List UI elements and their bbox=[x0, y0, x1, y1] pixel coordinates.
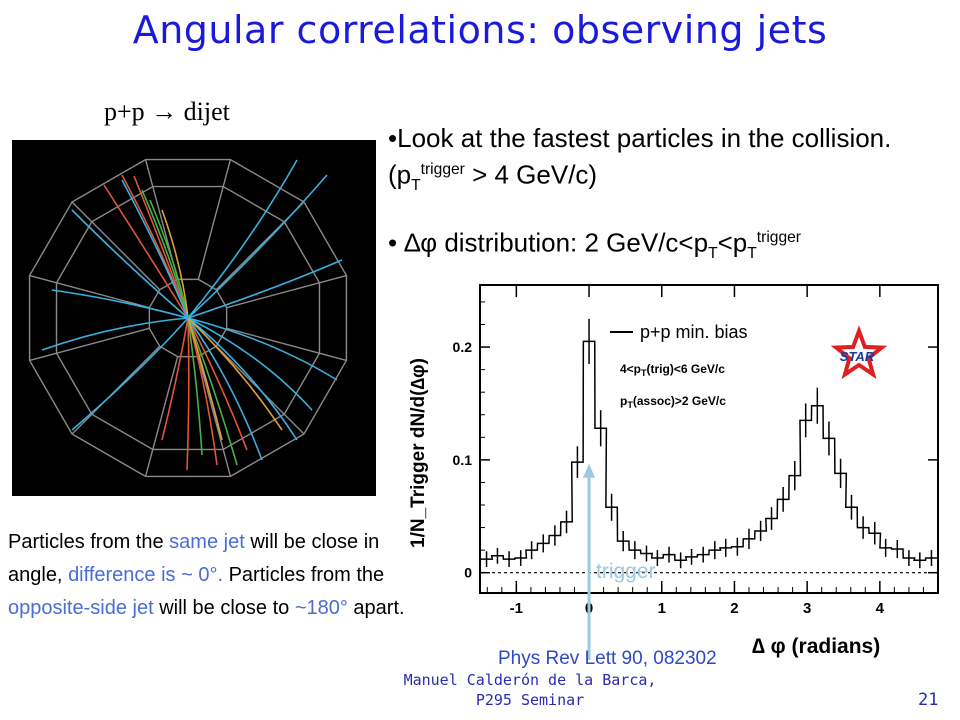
detector-spoke bbox=[226, 327, 347, 362]
particle-track bbox=[71, 209, 189, 319]
particle-track bbox=[187, 317, 283, 431]
page-number: 21 bbox=[918, 690, 939, 710]
particle-track bbox=[187, 317, 238, 466]
trigger-arrow-head bbox=[583, 463, 596, 478]
event-display-image bbox=[12, 140, 376, 496]
detector-spoke bbox=[29, 274, 150, 309]
particle-track bbox=[141, 189, 189, 319]
histogram-series-line bbox=[480, 340, 938, 562]
x-tick-label: 1 bbox=[658, 600, 666, 617]
particle-track bbox=[133, 175, 189, 319]
detector-spoke bbox=[197, 159, 232, 280]
event-display-background bbox=[12, 140, 376, 496]
particle-track bbox=[121, 179, 189, 319]
citation: Phys Rev Lett 90, 082302 bbox=[498, 648, 717, 669]
explanation-text: Particles from the same jet will be clos… bbox=[8, 531, 405, 619]
detector-spoke bbox=[29, 327, 150, 362]
particle-track bbox=[187, 259, 343, 319]
slide-title: Angular correlations: observing jets bbox=[132, 8, 828, 52]
particle-track bbox=[187, 317, 203, 456]
y-tick-label: 0 bbox=[464, 565, 472, 581]
legend-cut-trigger: 4<pT(trig)<6 GeV/c bbox=[620, 362, 725, 378]
x-tick-label: 3 bbox=[803, 600, 811, 617]
star-logo-text: STAR bbox=[840, 349, 875, 364]
particle-track bbox=[187, 317, 223, 441]
particle-track bbox=[187, 317, 338, 381]
detector-spoke bbox=[226, 274, 347, 309]
footer-author: Manuel Calderón de la Barca, P295 Semina… bbox=[370, 670, 690, 710]
particle-track bbox=[186, 317, 190, 471]
event-display-label: p+p → dijet bbox=[104, 97, 230, 126]
dphi-correlation-chart: 00.10.2 -101234 p+p min. bias 4<pT(trig)… bbox=[408, 284, 939, 660]
bullet-dphi-distribution: • ∆φ distribution: 2 GeV/c<pT<pTtrigger bbox=[388, 227, 801, 262]
particle-track bbox=[71, 317, 189, 431]
y-tick-label: 0.2 bbox=[453, 339, 473, 355]
footer-author-line1: Manuel Calderón de la Barca, bbox=[403, 671, 657, 689]
trigger-arrow bbox=[583, 463, 596, 660]
particle-tracks bbox=[41, 159, 343, 471]
particle-track bbox=[51, 289, 189, 319]
star-logo-shape bbox=[830, 325, 888, 380]
legend-series-label: p+p min. bias bbox=[640, 322, 748, 342]
x-tick-label: -1 bbox=[510, 600, 523, 617]
particle-track bbox=[187, 174, 328, 319]
particle-track bbox=[103, 184, 189, 319]
legend: p+p min. bias 4<pT(trig)<6 GeV/c pT(asso… bbox=[610, 322, 748, 410]
particle-track bbox=[41, 317, 189, 351]
legend-cut-assoc: pT(assoc)>2 GeV/c bbox=[620, 394, 726, 410]
detector-spoke bbox=[197, 356, 232, 477]
detector-spoke bbox=[144, 356, 179, 477]
detector-spoke bbox=[71, 201, 161, 291]
y-tick-label: 0.1 bbox=[453, 452, 473, 468]
trigger-annotation: trigger bbox=[596, 560, 656, 583]
bullet-fastest-particles: •Look at the fastest particles in the co… bbox=[388, 123, 892, 194]
particle-track bbox=[161, 317, 189, 441]
y-axis-label: 1/N_Trigger dN/d(∆φ) bbox=[408, 358, 429, 548]
x-axis-label: ∆ φ (radians) bbox=[752, 635, 880, 658]
particle-track bbox=[187, 317, 248, 451]
star-logo: STAR bbox=[830, 325, 888, 380]
particle-track bbox=[187, 159, 298, 319]
error-bars bbox=[485, 318, 933, 569]
particle-track bbox=[187, 317, 298, 441]
particle-track bbox=[161, 209, 189, 319]
x-tick-label: 4 bbox=[876, 600, 885, 617]
footer-author-line2: P295 Seminar bbox=[475, 691, 585, 709]
particle-track bbox=[187, 317, 263, 461]
particle-track bbox=[149, 199, 189, 319]
particle-track bbox=[187, 317, 313, 411]
x-tick-label: 2 bbox=[730, 600, 738, 617]
